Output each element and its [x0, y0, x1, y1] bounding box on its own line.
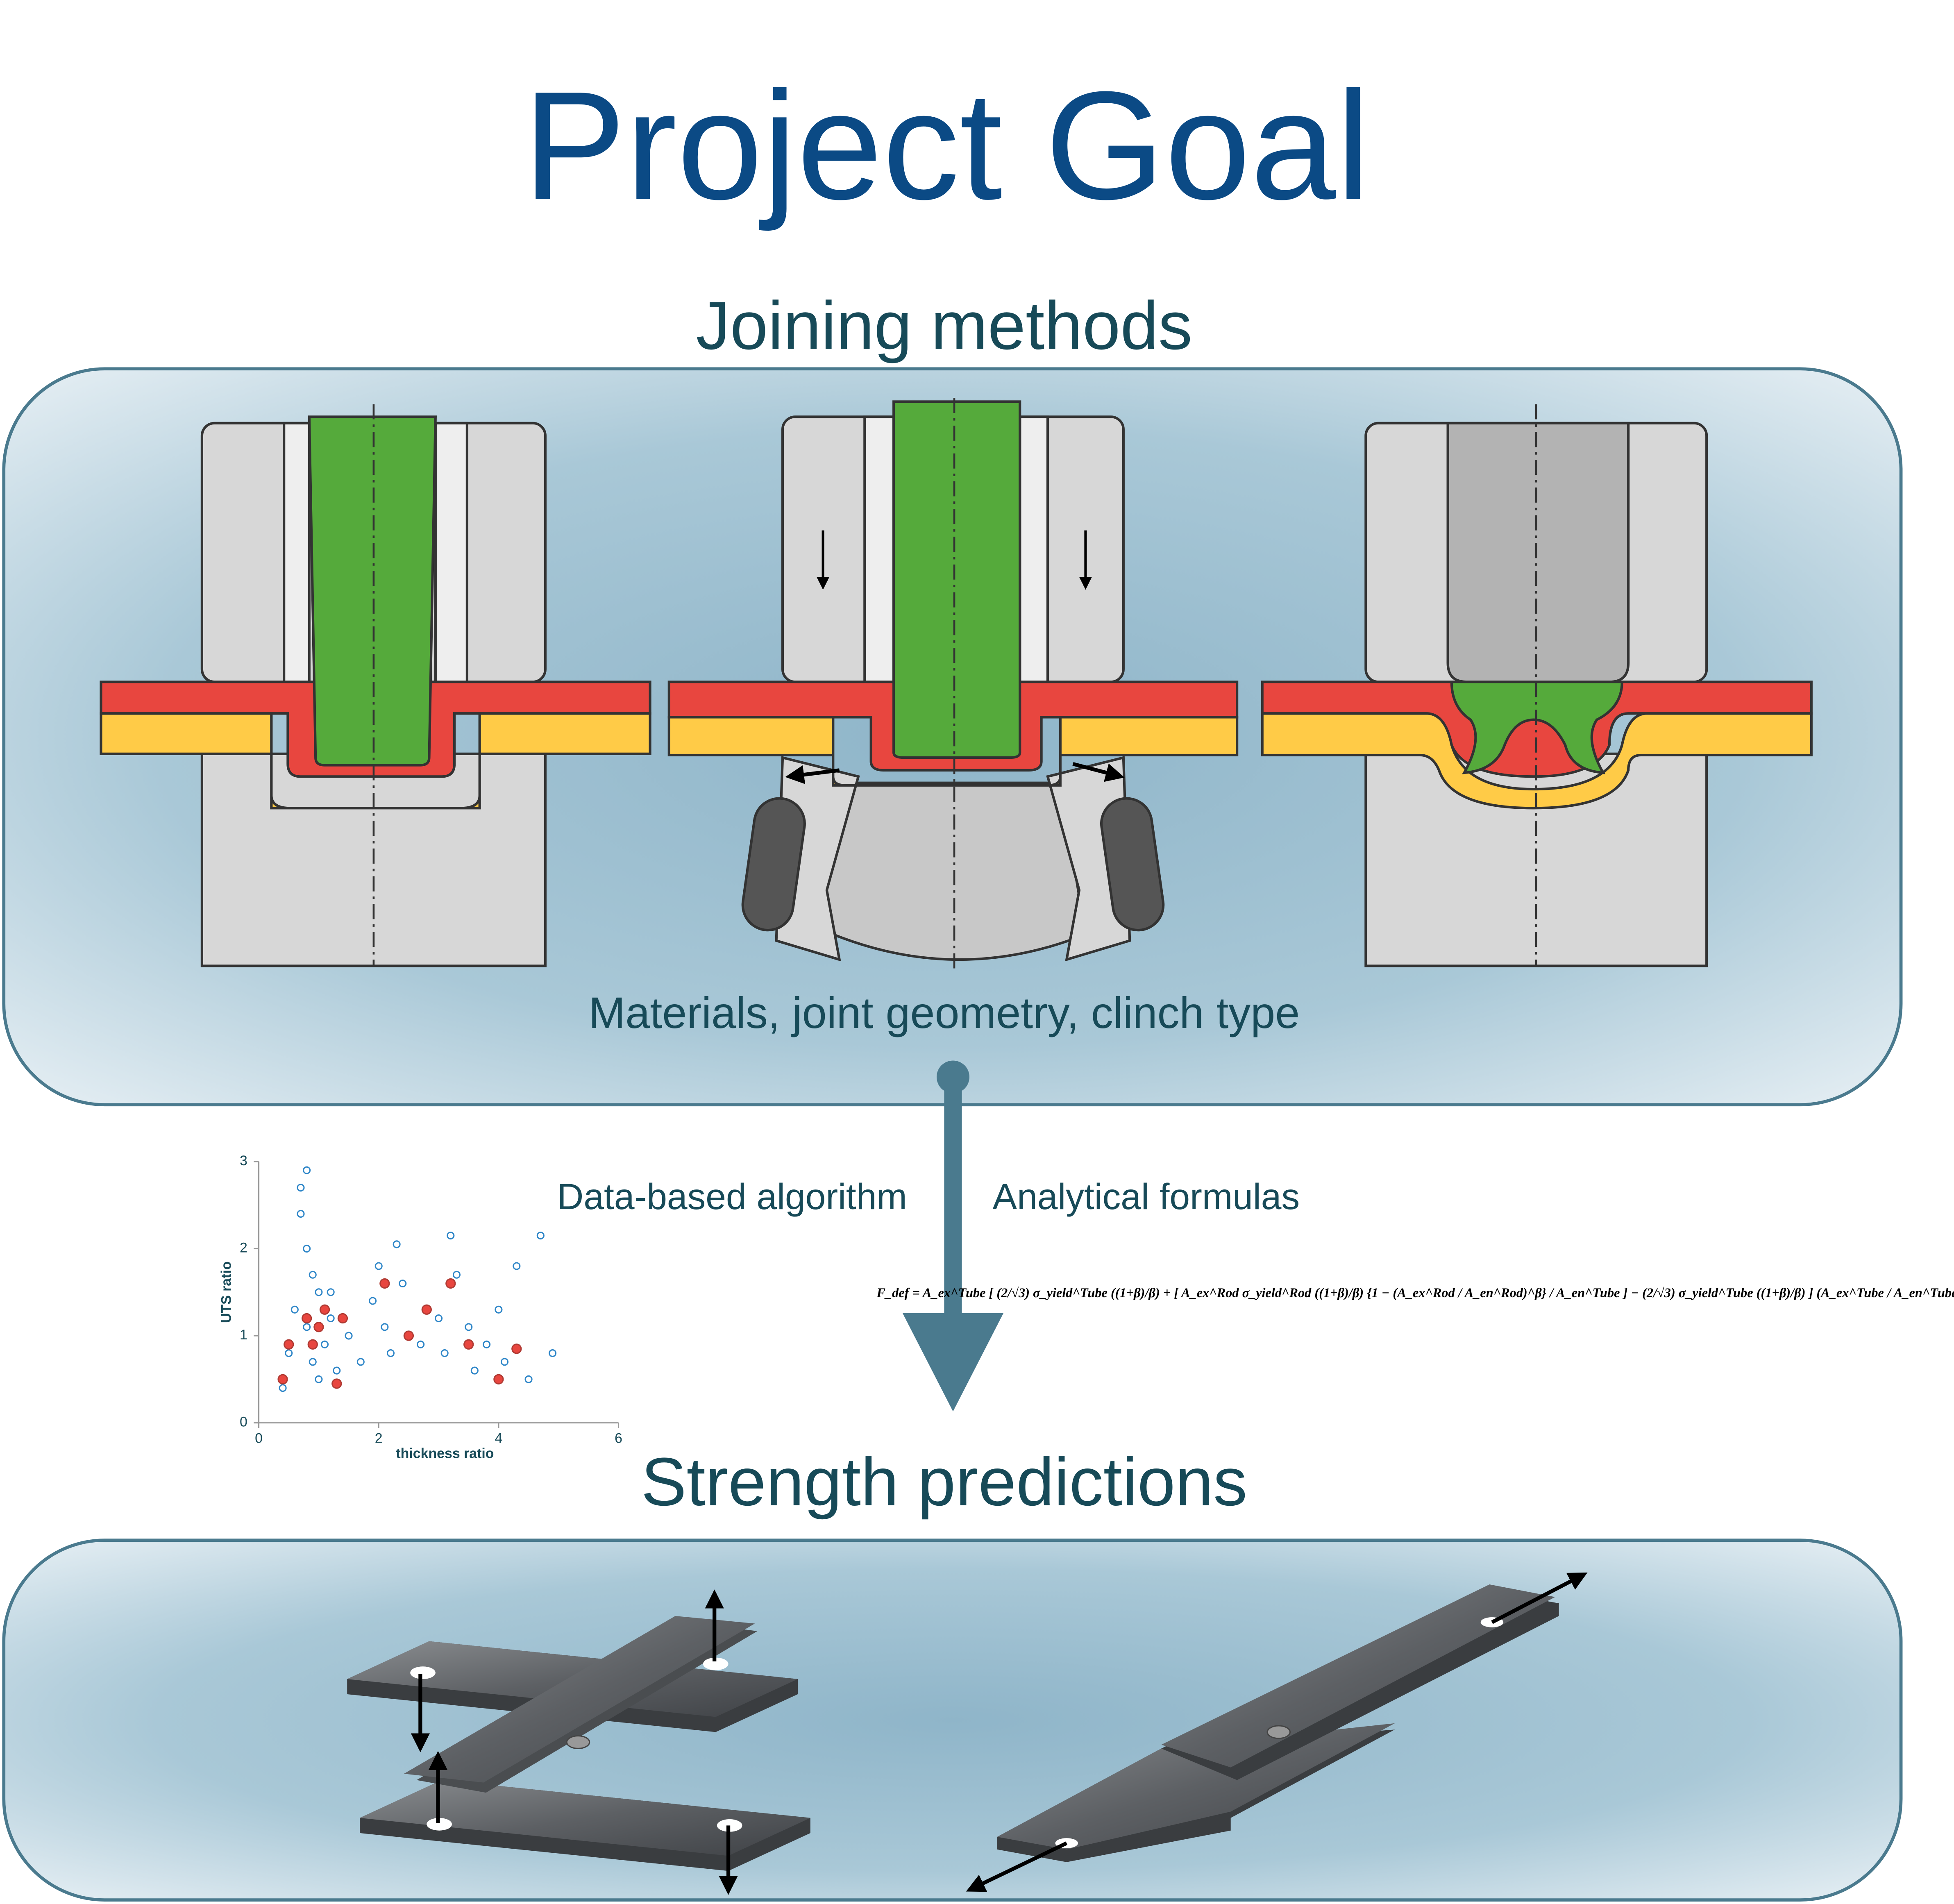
specimen	[347, 1589, 810, 1895]
point	[369, 1297, 377, 1305]
arrow-shaft	[944, 1077, 962, 1317]
point	[319, 1304, 330, 1315]
point	[381, 1323, 389, 1331]
point	[307, 1339, 318, 1350]
point	[315, 1288, 323, 1296]
caption: Materials, joint geometry, clinch type	[589, 988, 1300, 1037]
point	[303, 1323, 311, 1331]
section-title: Strength predictions	[641, 1444, 1248, 1520]
panel	[2, 1539, 1903, 1902]
point	[277, 1374, 288, 1384]
point	[297, 1210, 305, 1218]
point	[345, 1332, 353, 1340]
clinch-drawing	[100, 404, 651, 967]
point	[513, 1262, 521, 1270]
point	[524, 1375, 533, 1383]
specimen	[966, 1573, 1588, 1892]
point	[279, 1384, 287, 1392]
point	[445, 1278, 456, 1289]
point	[327, 1314, 335, 1323]
point	[303, 1166, 311, 1174]
point	[301, 1313, 312, 1324]
y-tick-label: 2	[240, 1240, 247, 1255]
arrow-head	[902, 1313, 1004, 1412]
point	[536, 1232, 545, 1240]
clinch-drawing	[667, 398, 1239, 972]
point	[465, 1323, 473, 1331]
point	[379, 1278, 390, 1289]
x-tick-label: 6	[615, 1431, 622, 1446]
point	[331, 1378, 342, 1389]
section-title: Joining methods	[696, 288, 1192, 364]
y-tick-label: 0	[240, 1414, 247, 1430]
title: Project Goal	[523, 59, 1371, 232]
point	[303, 1244, 311, 1253]
method-label: Data-based algorithm	[557, 1176, 907, 1217]
point	[285, 1349, 293, 1357]
x-tick-label: 4	[495, 1431, 502, 1446]
point	[284, 1339, 294, 1350]
point	[452, 1271, 461, 1279]
point	[495, 1305, 503, 1314]
y-axis-label: UTS ratio	[218, 1261, 234, 1323]
point	[399, 1279, 407, 1288]
point	[309, 1271, 317, 1279]
x-axis-label: thickness ratio	[396, 1446, 494, 1461]
point	[333, 1366, 341, 1375]
point	[290, 1305, 299, 1314]
point	[447, 1232, 455, 1240]
x-tick-label: 2	[375, 1431, 383, 1446]
point	[500, 1358, 509, 1366]
point	[440, 1349, 449, 1357]
y-tick-label: 1	[240, 1327, 247, 1343]
point	[470, 1366, 479, 1375]
point	[421, 1304, 432, 1315]
point	[327, 1288, 335, 1296]
point	[297, 1184, 305, 1192]
point	[356, 1358, 365, 1366]
point	[483, 1340, 491, 1348]
point	[463, 1339, 474, 1350]
point	[320, 1340, 329, 1348]
x-tick-label: 0	[255, 1431, 263, 1446]
point	[417, 1340, 425, 1348]
clinch-drawing	[1261, 404, 1813, 967]
point	[493, 1374, 504, 1384]
point	[393, 1240, 401, 1248]
method-label: Analytical formulas	[992, 1176, 1300, 1217]
point	[435, 1314, 443, 1323]
point	[386, 1349, 395, 1357]
point	[315, 1375, 323, 1383]
point	[403, 1330, 414, 1341]
point	[549, 1349, 557, 1357]
formula: F_def = A_ex^Tube [ (2/√3) σ_yield^Tube …	[876, 1285, 1954, 1300]
point	[313, 1322, 324, 1332]
point	[511, 1343, 522, 1354]
point	[337, 1313, 348, 1324]
point	[374, 1262, 383, 1270]
y-tick-label: 3	[240, 1153, 247, 1169]
point	[309, 1358, 317, 1366]
